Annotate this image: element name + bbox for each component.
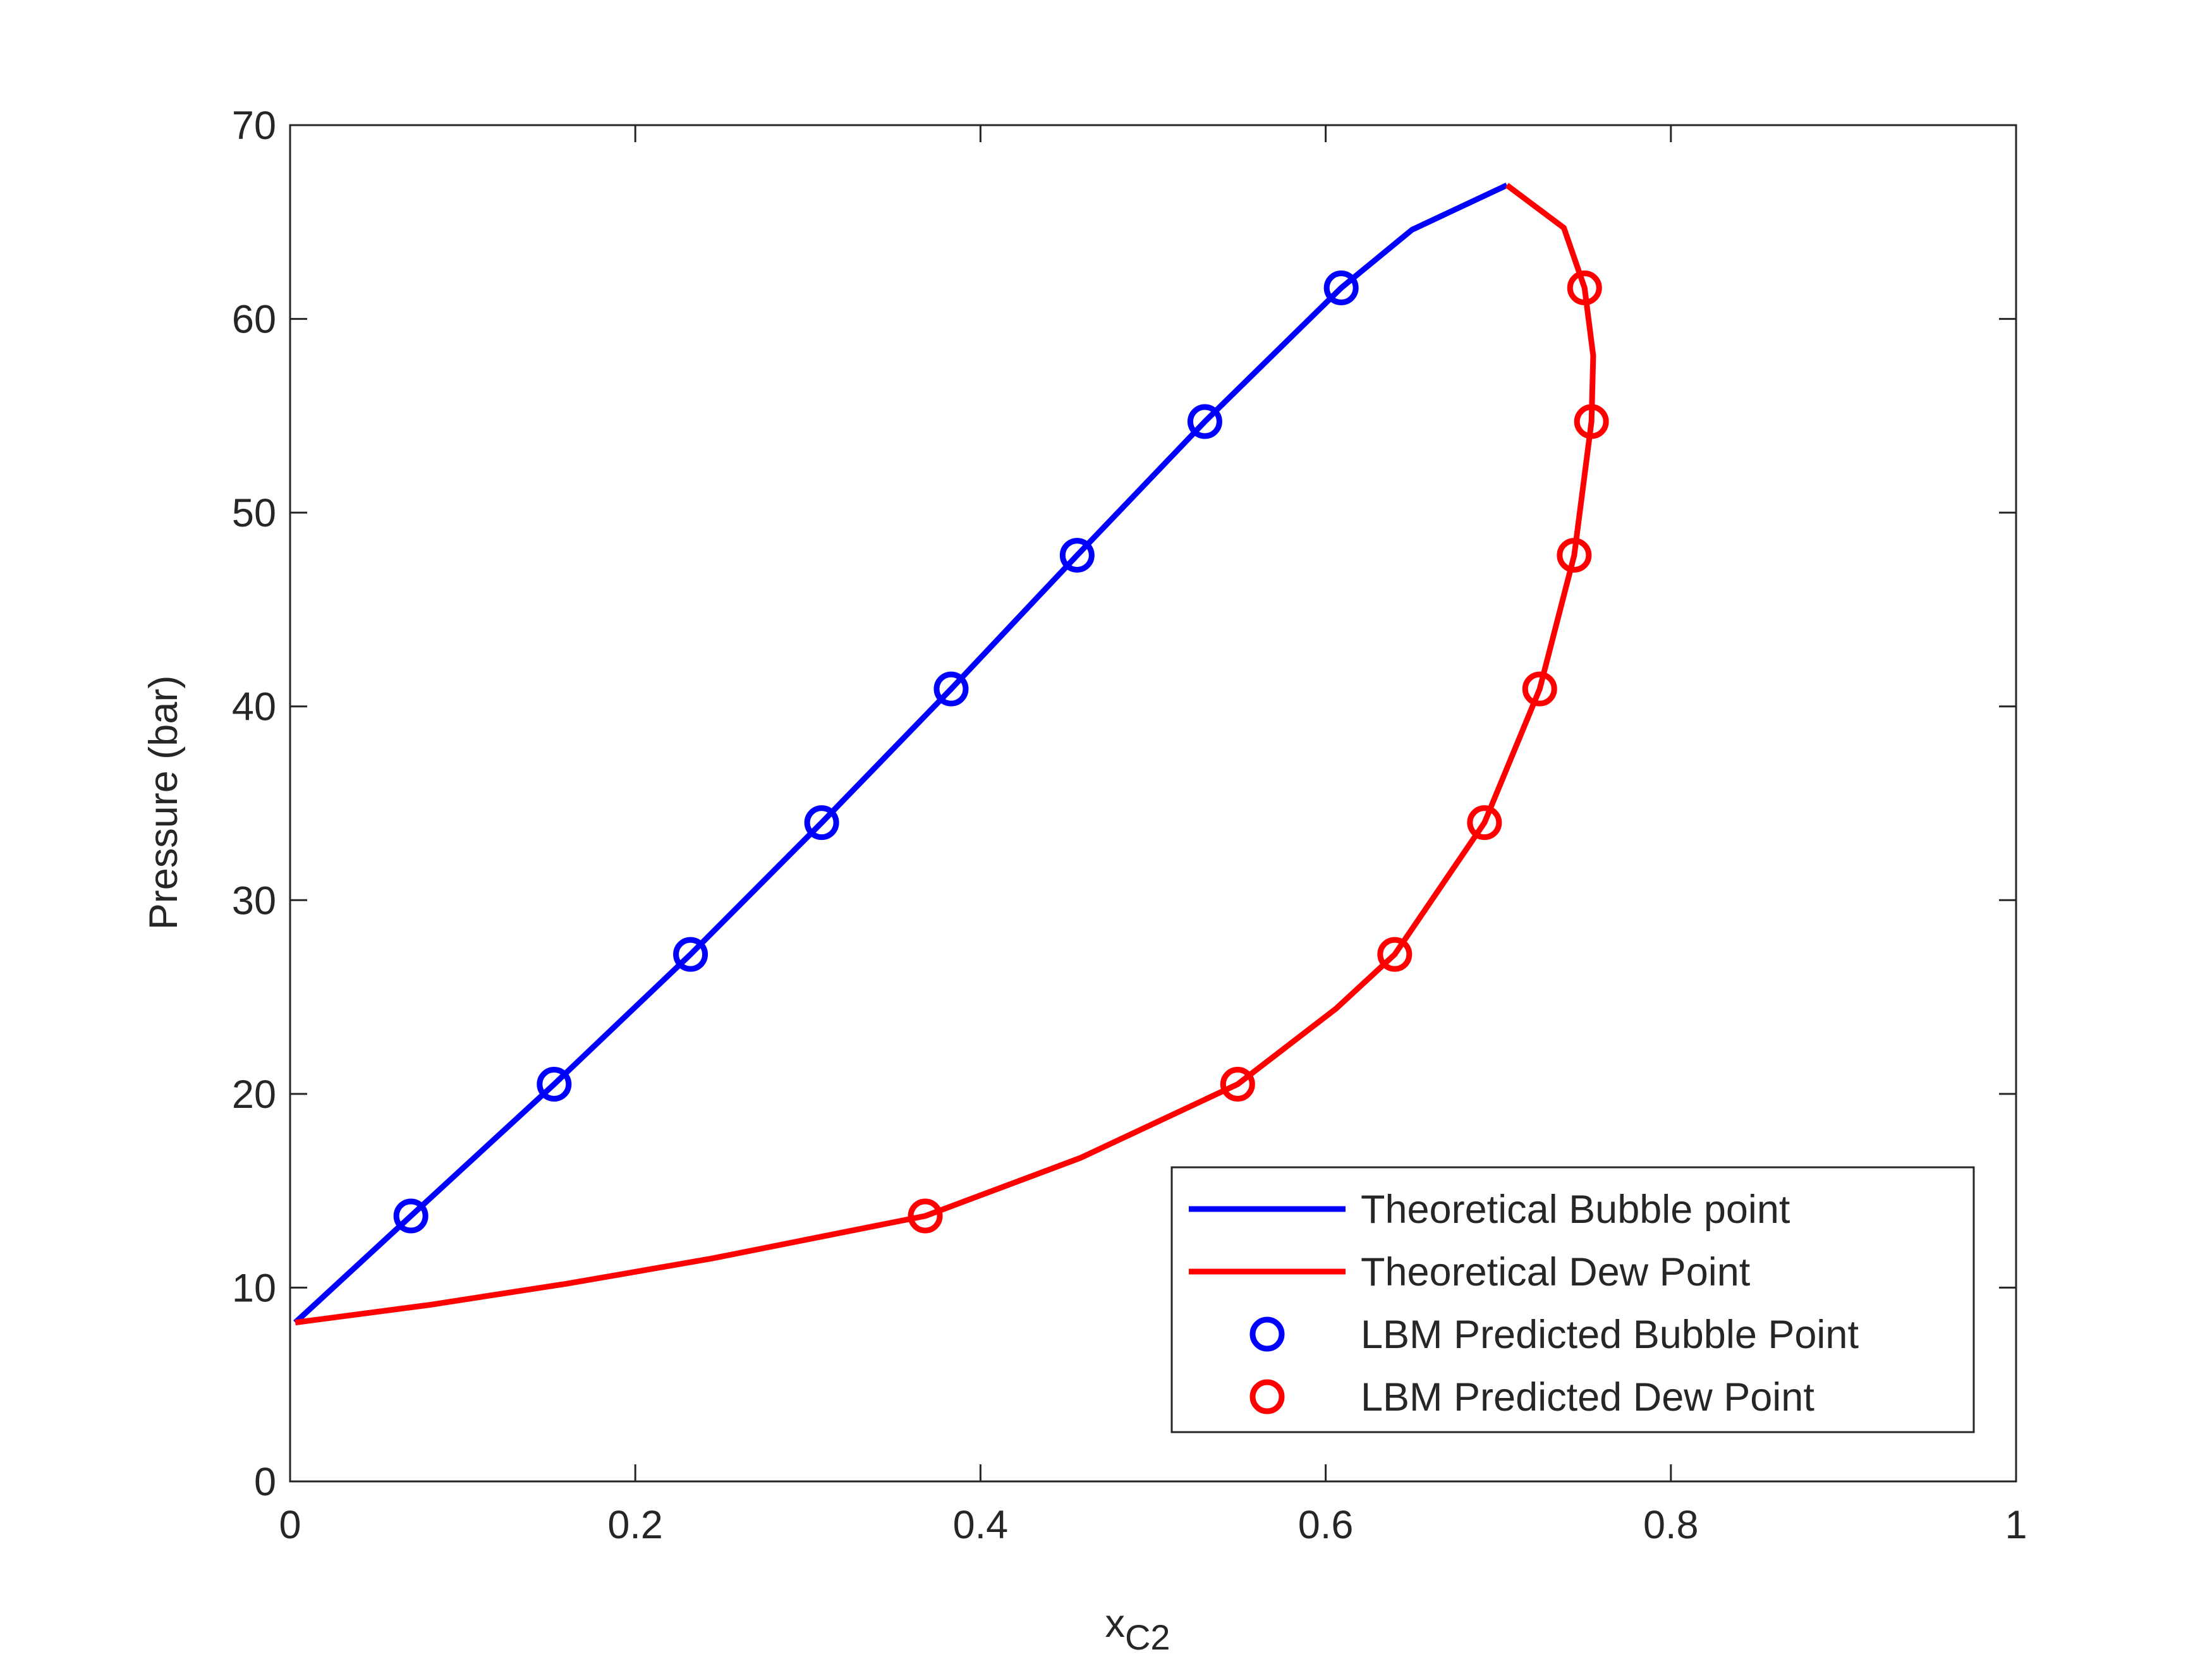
y-tick-label: 30 bbox=[232, 878, 276, 923]
y-tick-label: 0 bbox=[254, 1460, 276, 1504]
data-point bbox=[908, 1198, 943, 1234]
legend-label: LBM Predicted Bubble Point bbox=[1361, 1313, 1859, 1357]
data-point bbox=[933, 671, 969, 707]
legend-marker bbox=[1249, 1379, 1285, 1414]
x-tick-label: 0 bbox=[279, 1503, 301, 1547]
legend-label: Theoretical Bubble point bbox=[1361, 1188, 1790, 1232]
x-axis-label: xC2 bbox=[1105, 1601, 1170, 1657]
y-tick-label: 70 bbox=[232, 104, 276, 148]
data-point bbox=[1574, 404, 1609, 439]
data-point bbox=[1220, 1067, 1255, 1102]
x-tick-label: 0.4 bbox=[953, 1503, 1009, 1547]
data-point bbox=[1467, 805, 1502, 841]
data-point bbox=[1377, 937, 1413, 972]
data-point bbox=[1323, 270, 1359, 306]
y-axis-label: Pressure (bar) bbox=[142, 676, 186, 930]
x-tick-label: 0.8 bbox=[1643, 1503, 1699, 1547]
data-point bbox=[537, 1067, 572, 1102]
series-line bbox=[295, 183, 1596, 1326]
data-point bbox=[1059, 538, 1095, 573]
data-point bbox=[1567, 270, 1602, 306]
x-tick-label: 0.2 bbox=[607, 1503, 663, 1547]
x-label-main: x bbox=[1105, 1601, 1125, 1646]
y-tick-label: 20 bbox=[232, 1073, 276, 1117]
legend-label: Theoretical Dew Point bbox=[1361, 1250, 1751, 1294]
data-point bbox=[1522, 671, 1557, 707]
legend-marker bbox=[1249, 1316, 1285, 1352]
y-tick-label: 40 bbox=[232, 685, 276, 729]
y-tick-label: 60 bbox=[232, 298, 276, 342]
data-point bbox=[804, 805, 839, 841]
y-tick-label: 50 bbox=[232, 491, 276, 535]
x-tick-label: 1 bbox=[2005, 1503, 2027, 1547]
x-label-subscript: C2 bbox=[1125, 1617, 1170, 1657]
data-point bbox=[393, 1198, 428, 1234]
x-tick-label: 0.6 bbox=[1298, 1503, 1354, 1547]
data-point bbox=[673, 937, 708, 972]
data-point bbox=[1187, 404, 1222, 439]
data-point bbox=[1557, 538, 1592, 573]
series-line bbox=[293, 182, 1509, 1325]
y-tick-label: 10 bbox=[232, 1266, 276, 1310]
plot-frame bbox=[289, 124, 2017, 1483]
legend-label: LBM Predicted Dew Point bbox=[1361, 1375, 1814, 1419]
